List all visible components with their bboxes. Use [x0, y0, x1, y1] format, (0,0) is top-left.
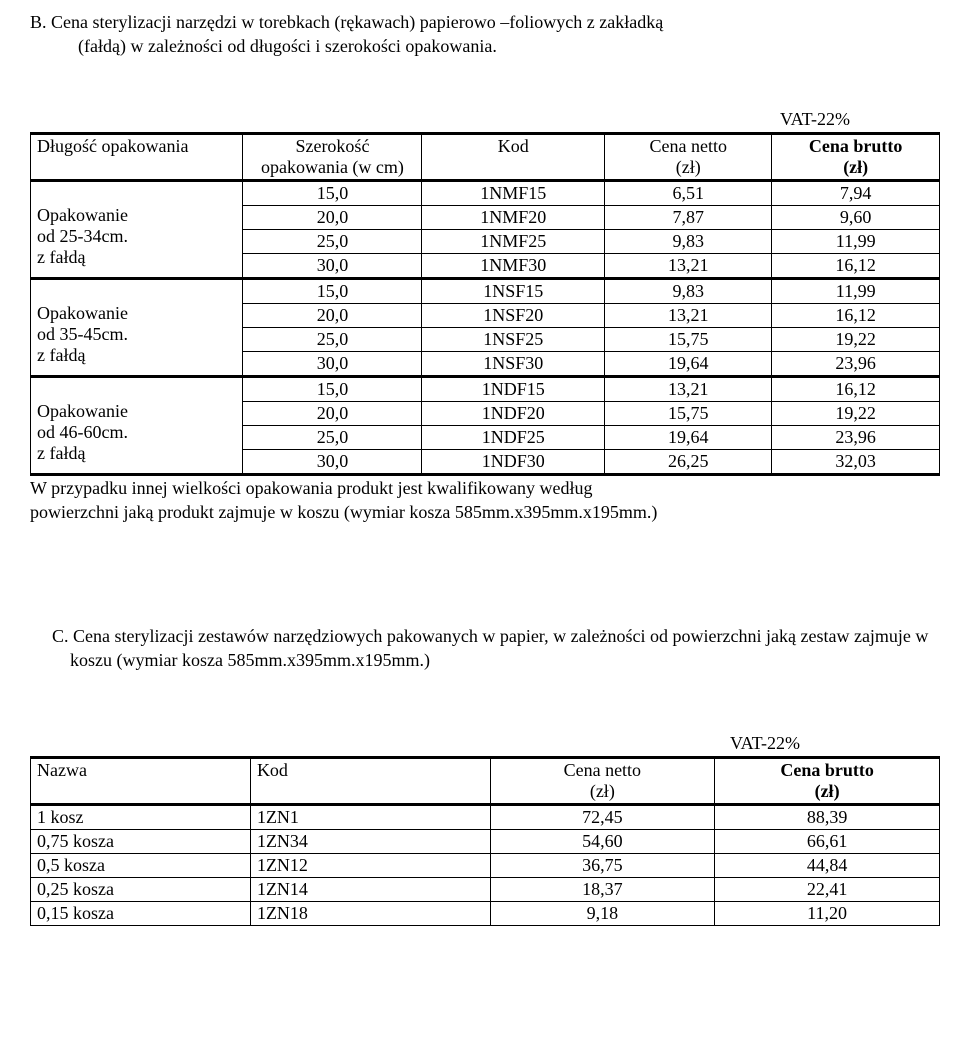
th-brutto-c: Cena brutto (zł) — [715, 757, 940, 804]
cell-netto: 19,64 — [605, 351, 772, 376]
table-row: 0,75 kosza1ZN3454,6066,61 — [31, 829, 940, 853]
cell-kod: 1NMF20 — [422, 205, 605, 229]
cell-brutto: 11,20 — [715, 901, 940, 925]
cell-kod: 1NMF15 — [422, 180, 605, 205]
cell-width: 25,0 — [243, 425, 422, 449]
section-b-note: W przypadku innej wielkości opakowania p… — [30, 476, 940, 525]
cell-width: 15,0 — [243, 278, 422, 303]
th-kod-c: Kod — [250, 757, 490, 804]
section-c-title: C. Cena sterylizacji zestawów narzędziow… — [30, 624, 940, 673]
cell-kod: 1NMF30 — [422, 253, 605, 278]
group-label: Opakowanieod 25-34cm.z fałdą — [31, 180, 243, 278]
cell-width: 30,0 — [243, 253, 422, 278]
cell-nazwa: 0,15 kosza — [31, 901, 251, 925]
cell-kod: 1NSF25 — [422, 327, 605, 351]
cell-kod: 1ZN12 — [250, 853, 490, 877]
table-row: Opakowanieod 35-45cm.z fałdą15,01NSF159,… — [31, 278, 940, 303]
cell-brutto: 44,84 — [715, 853, 940, 877]
cell-netto: 9,18 — [490, 901, 715, 925]
cell-nazwa: 0,25 kosza — [31, 877, 251, 901]
cell-netto: 36,75 — [490, 853, 715, 877]
cell-kod: 1NSF30 — [422, 351, 605, 376]
section-b-title: B. Cena sterylizacji narzędzi w torebkac… — [30, 10, 940, 59]
cell-netto: 9,83 — [605, 229, 772, 253]
cell-brutto: 11,99 — [772, 278, 940, 303]
cell-brutto: 9,60 — [772, 205, 940, 229]
cell-kod: 1NSF15 — [422, 278, 605, 303]
vat-label-c: VAT-22% — [30, 733, 940, 754]
cell-netto: 13,21 — [605, 253, 772, 278]
cell-brutto: 19,22 — [772, 401, 940, 425]
cell-kod: 1NDF20 — [422, 401, 605, 425]
cell-netto: 54,60 — [490, 829, 715, 853]
table-row: 0,25 kosza1ZN1418,3722,41 — [31, 877, 940, 901]
cell-kod: 1ZN1 — [250, 804, 490, 829]
section-b-title-line1: B. Cena sterylizacji narzędzi w torebkac… — [30, 12, 663, 32]
th-dlugosc: Długość opakowania — [31, 133, 243, 180]
th-netto-c: Cena netto (zł) — [490, 757, 715, 804]
cell-kod: 1ZN18 — [250, 901, 490, 925]
table-row: 0,5 kosza1ZN1236,7544,84 — [31, 853, 940, 877]
cell-netto: 72,45 — [490, 804, 715, 829]
table-row: Opakowanieod 25-34cm.z fałdą15,01NMF156,… — [31, 180, 940, 205]
th-nazwa: Nazwa — [31, 757, 251, 804]
cell-width: 20,0 — [243, 205, 422, 229]
cell-netto: 9,83 — [605, 278, 772, 303]
cell-netto: 7,87 — [605, 205, 772, 229]
cell-kod: 1NDF25 — [422, 425, 605, 449]
cell-width: 30,0 — [243, 351, 422, 376]
cell-width: 15,0 — [243, 376, 422, 401]
cell-kod: 1NSF20 — [422, 303, 605, 327]
th-szerokosc: Szerokość opakowania (w cm) — [243, 133, 422, 180]
cell-netto: 26,25 — [605, 449, 772, 474]
cell-brutto: 11,99 — [772, 229, 940, 253]
cell-nazwa: 0,5 kosza — [31, 853, 251, 877]
cell-netto: 18,37 — [490, 877, 715, 901]
cell-brutto: 16,12 — [772, 253, 940, 278]
cell-brutto: 23,96 — [772, 351, 940, 376]
cell-netto: 13,21 — [605, 303, 772, 327]
cell-kod: 1ZN14 — [250, 877, 490, 901]
cell-kod: 1NDF15 — [422, 376, 605, 401]
section-b-title-line2: (fałdą) w zależności od długości i szero… — [30, 34, 940, 58]
cell-brutto: 16,12 — [772, 303, 940, 327]
cell-width: 25,0 — [243, 327, 422, 351]
group-label: Opakowanieod 46-60cm.z fałdą — [31, 376, 243, 474]
cell-brutto: 23,96 — [772, 425, 940, 449]
cell-nazwa: 1 kosz — [31, 804, 251, 829]
th-cena-netto: Cena netto (zł) — [605, 133, 772, 180]
cell-brutto: 66,61 — [715, 829, 940, 853]
cell-width: 30,0 — [243, 449, 422, 474]
table-row: Opakowanieod 46-60cm.z fałdą15,01NDF1513… — [31, 376, 940, 401]
cell-nazwa: 0,75 kosza — [31, 829, 251, 853]
cell-brutto: 22,41 — [715, 877, 940, 901]
cell-width: 20,0 — [243, 401, 422, 425]
vat-label-b: VAT-22% — [30, 109, 940, 130]
cell-width: 15,0 — [243, 180, 422, 205]
cell-netto: 15,75 — [605, 327, 772, 351]
table-b-body: Opakowanieod 25-34cm.z fałdą15,01NMF156,… — [31, 180, 940, 474]
th-kod: Kod — [422, 133, 605, 180]
cell-width: 20,0 — [243, 303, 422, 327]
table-c-body: 1 kosz1ZN172,4588,390,75 kosza1ZN3454,60… — [31, 804, 940, 925]
cell-kod: 1NDF30 — [422, 449, 605, 474]
cell-netto: 19,64 — [605, 425, 772, 449]
cell-width: 25,0 — [243, 229, 422, 253]
cell-brutto: 7,94 — [772, 180, 940, 205]
table-row: 1 kosz1ZN172,4588,39 — [31, 804, 940, 829]
pricing-table-c: Nazwa Kod Cena netto (zł) Cena brutto (z… — [30, 756, 940, 926]
cell-kod: 1ZN34 — [250, 829, 490, 853]
pricing-table-b: Długość opakowania Szerokość opakowania … — [30, 132, 940, 476]
cell-brutto: 88,39 — [715, 804, 940, 829]
cell-netto: 15,75 — [605, 401, 772, 425]
cell-kod: 1NMF25 — [422, 229, 605, 253]
group-label: Opakowanieod 35-45cm.z fałdą — [31, 278, 243, 376]
table-row: 0,15 kosza1ZN189,1811,20 — [31, 901, 940, 925]
cell-brutto: 16,12 — [772, 376, 940, 401]
cell-netto: 13,21 — [605, 376, 772, 401]
cell-brutto: 32,03 — [772, 449, 940, 474]
th-cena-brutto: Cena brutto (zł) — [772, 133, 940, 180]
cell-netto: 6,51 — [605, 180, 772, 205]
cell-brutto: 19,22 — [772, 327, 940, 351]
